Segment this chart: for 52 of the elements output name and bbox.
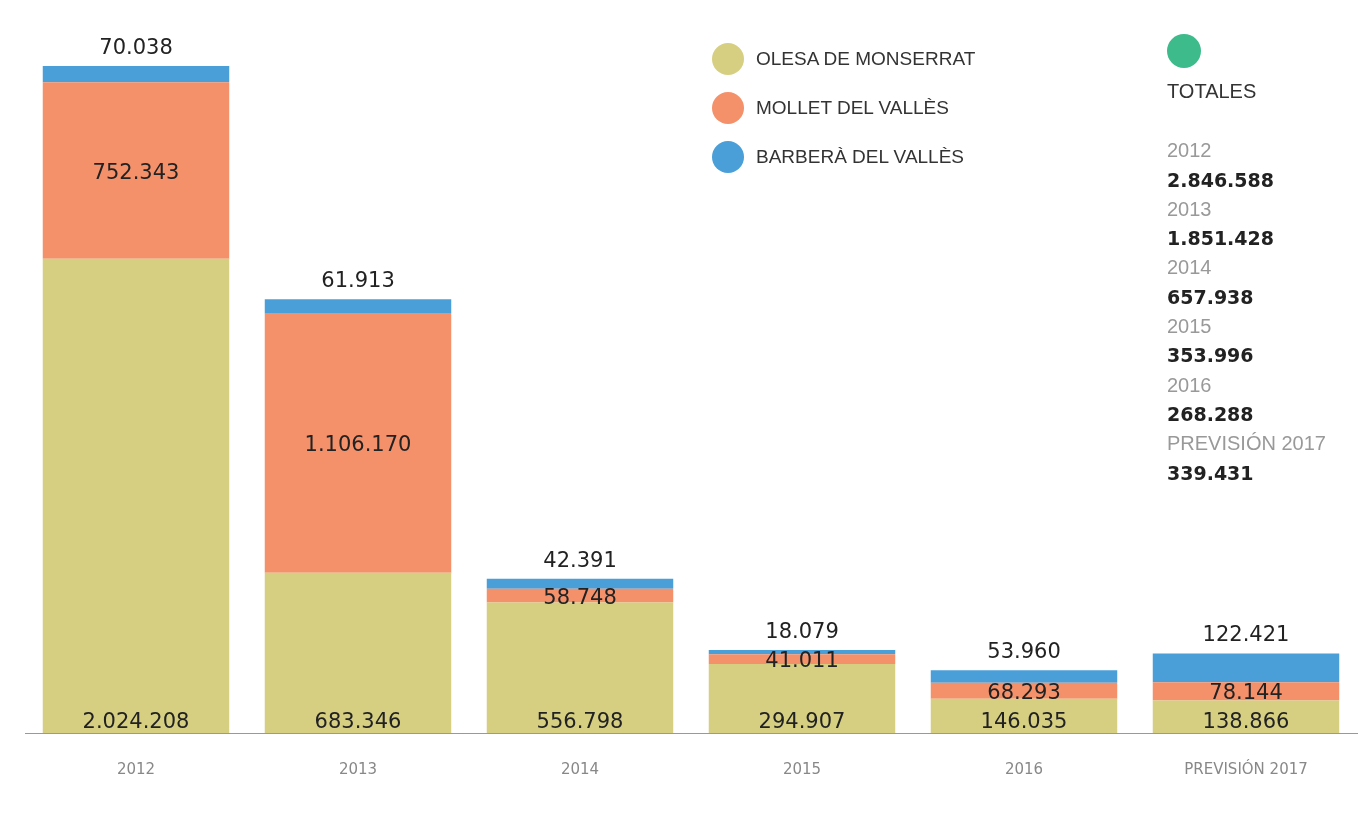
data-label: 78.144 [1209, 680, 1283, 705]
data-label: 68.293 [987, 679, 1061, 704]
annotation: PREVISIÓN 2017 [1167, 431, 1326, 457]
bar [930, 698, 1118, 733]
annotation: 2012 [1167, 138, 1213, 164]
x-tick-label: 2015 [782, 759, 822, 778]
data-label: 18.079 [765, 619, 839, 644]
legend-label: BARBERÀ DEL VALLÈS [756, 145, 965, 168]
bar [264, 299, 452, 314]
legend-label: OLESA DE MONSERRAT [756, 47, 976, 70]
annotation: 2016 [1167, 372, 1213, 398]
bar [1152, 653, 1340, 683]
data-label: 294.907 [758, 709, 846, 733]
data-label: 41.011 [765, 648, 839, 673]
annotation: 2014 [1167, 255, 1213, 281]
data-label: 61.913 [321, 268, 395, 293]
x-tick-label: 2016 [1004, 759, 1044, 778]
data-label: 752.343 [92, 159, 180, 184]
bar [486, 602, 674, 733]
bar [264, 572, 452, 733]
x-tick-label: 2014 [560, 759, 600, 778]
data-label: 58.748 [543, 584, 617, 609]
data-label: 53.960 [987, 639, 1061, 664]
data-label: 122.421 [1202, 622, 1290, 647]
annotation: TOTALES [1167, 79, 1258, 104]
data-label: 2.024.208 [82, 709, 190, 733]
bar [42, 65, 230, 83]
bar [486, 578, 674, 589]
legend-label: MOLLET DEL VALLÈS [756, 96, 949, 119]
data-label: 683.346 [314, 709, 402, 733]
bar [42, 82, 230, 259]
bar [264, 313, 452, 573]
x-tick-label: PREVISIÓN 2017 [1184, 758, 1308, 778]
x-tick-label: 2013 [338, 759, 378, 778]
x-tick-label: 2012 [116, 759, 156, 778]
data-label: 138.866 [1202, 709, 1290, 733]
annotation: 268.288 [1167, 401, 1255, 427]
annotation: 2013 [1167, 196, 1213, 222]
annotation: 339.431 [1167, 460, 1255, 486]
bar [42, 258, 230, 733]
annotation: 353.996 [1167, 343, 1255, 369]
annotation: 657.938 [1167, 284, 1255, 310]
data-label: 146.035 [980, 709, 1068, 733]
data-label: 42.391 [543, 547, 617, 572]
data-label: 1.106.170 [304, 432, 412, 457]
bar [1152, 700, 1340, 733]
bar [930, 670, 1118, 683]
annotation: 1.851.428 [1167, 226, 1275, 252]
data-label: 556.798 [536, 709, 624, 733]
annotation: 2.846.588 [1167, 167, 1275, 193]
data-label: 70.038 [99, 34, 173, 59]
annotation: 2015 [1167, 314, 1213, 340]
